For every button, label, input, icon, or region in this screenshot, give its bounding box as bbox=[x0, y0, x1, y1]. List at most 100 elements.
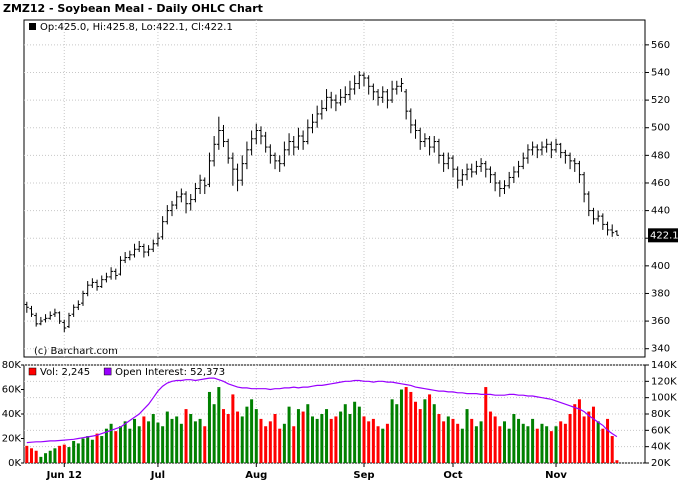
volume-bar bbox=[343, 404, 347, 463]
y-tick-label: 340 bbox=[651, 344, 670, 355]
volume-bar bbox=[371, 418, 375, 463]
volume-bar bbox=[273, 414, 277, 463]
volume-bar bbox=[282, 423, 286, 463]
volume-bar bbox=[535, 428, 539, 463]
volume-bar bbox=[207, 391, 211, 463]
volume-bar bbox=[222, 409, 226, 463]
y2-tick-label: 120K bbox=[651, 376, 677, 387]
y-tick-label: 540 bbox=[651, 67, 670, 78]
volume-bar bbox=[118, 426, 122, 463]
volume-bar bbox=[315, 418, 319, 463]
y-tick-label: 480 bbox=[651, 150, 670, 161]
y-tick-label: 520 bbox=[651, 95, 670, 106]
volume-bar bbox=[25, 445, 29, 463]
legend-text: Vol: 2,245 bbox=[40, 367, 90, 378]
price-panel bbox=[23, 19, 646, 358]
volume-bar bbox=[512, 414, 516, 463]
y-tick-label: 0K bbox=[8, 458, 21, 469]
volume-bar bbox=[385, 423, 389, 463]
volume-bar bbox=[460, 428, 464, 463]
volume-bar bbox=[128, 428, 132, 463]
volume-bar bbox=[399, 389, 403, 463]
volume-bar bbox=[479, 421, 483, 463]
volume-bar bbox=[606, 418, 610, 463]
volume-bar bbox=[236, 411, 240, 463]
annotation: (c) Barchart.com bbox=[34, 346, 118, 357]
volume-bar bbox=[493, 416, 497, 463]
volume-bar bbox=[189, 414, 193, 463]
volume-bar bbox=[559, 421, 563, 463]
y2-tick-label: 60K bbox=[651, 425, 671, 436]
volume-bar bbox=[596, 421, 600, 463]
volume-bar bbox=[301, 411, 305, 463]
x-tick-label: Nov bbox=[545, 470, 567, 481]
x-tick-label: Jul bbox=[150, 470, 165, 481]
y-tick-label: 360 bbox=[651, 316, 670, 327]
volume-bar bbox=[278, 428, 282, 463]
chart-title: ZMZ12 - Soybean Meal - Daily OHLC Chart bbox=[3, 2, 263, 15]
volume-bar bbox=[423, 399, 427, 463]
volume-bar bbox=[390, 399, 394, 463]
volume-bar bbox=[442, 421, 446, 463]
marks: 340360380400420440460480500520540560422.… bbox=[2, 20, 679, 481]
volume-bar bbox=[465, 409, 469, 463]
volume-bar bbox=[67, 447, 71, 463]
volume-bar bbox=[133, 418, 137, 463]
legend-swatch bbox=[29, 23, 36, 30]
y-tick-label: 20K bbox=[2, 434, 22, 445]
volume-bar bbox=[582, 416, 586, 463]
y-tick-label: 60K bbox=[2, 385, 22, 396]
y2-tick-label: 20K bbox=[651, 458, 671, 469]
volume-bar bbox=[414, 401, 418, 463]
volume-bar bbox=[329, 418, 333, 463]
volume-bar bbox=[526, 426, 530, 463]
volume-bar bbox=[161, 426, 165, 463]
volume-bar bbox=[226, 414, 230, 463]
volume-bar bbox=[507, 428, 511, 463]
legend-swatch bbox=[28, 367, 37, 376]
volume-bar bbox=[137, 426, 141, 463]
volume-bar bbox=[367, 421, 371, 463]
volume-bar bbox=[357, 406, 361, 463]
volume-bar bbox=[306, 404, 310, 463]
volume-bar bbox=[456, 423, 460, 463]
volume-bar bbox=[591, 406, 595, 463]
volume-bar bbox=[292, 426, 296, 463]
volume-bar bbox=[418, 409, 422, 463]
y-tick-label: 380 bbox=[651, 288, 670, 299]
y-tick-label: 560 bbox=[651, 40, 670, 51]
y2-tick-label: 100K bbox=[651, 393, 677, 404]
volume-bar bbox=[184, 409, 188, 463]
volume-bar bbox=[362, 416, 366, 463]
volume-bar bbox=[521, 423, 525, 463]
volume-bar bbox=[549, 431, 553, 463]
y2-tick-label: 40K bbox=[651, 442, 671, 453]
volume-bar bbox=[601, 428, 605, 463]
legend-swatch bbox=[103, 367, 112, 376]
volume-bar bbox=[156, 422, 160, 463]
volume-bar bbox=[376, 426, 380, 463]
volume-bar bbox=[563, 423, 567, 463]
volume-bar bbox=[147, 421, 151, 463]
volume-bar bbox=[39, 456, 43, 463]
volume-bar bbox=[488, 411, 492, 463]
volume-bar bbox=[498, 426, 502, 463]
volume-bar bbox=[573, 404, 577, 463]
volume-bar bbox=[179, 423, 183, 463]
y-tick-label: 40K bbox=[2, 409, 22, 420]
volume-bar bbox=[268, 421, 272, 463]
volume-bar bbox=[193, 421, 197, 463]
volume-bar bbox=[95, 433, 99, 463]
volume-bar bbox=[198, 418, 202, 463]
volume-bar bbox=[446, 416, 450, 463]
volume-bar bbox=[296, 409, 300, 463]
volume-bar bbox=[615, 460, 619, 463]
volume-bar bbox=[531, 418, 535, 463]
volume-bar bbox=[437, 414, 441, 463]
volume-bar bbox=[53, 448, 57, 463]
volume-bar bbox=[86, 436, 90, 463]
volume-bar bbox=[72, 440, 76, 463]
volume-bar bbox=[264, 426, 268, 463]
volume-bar bbox=[404, 387, 408, 463]
